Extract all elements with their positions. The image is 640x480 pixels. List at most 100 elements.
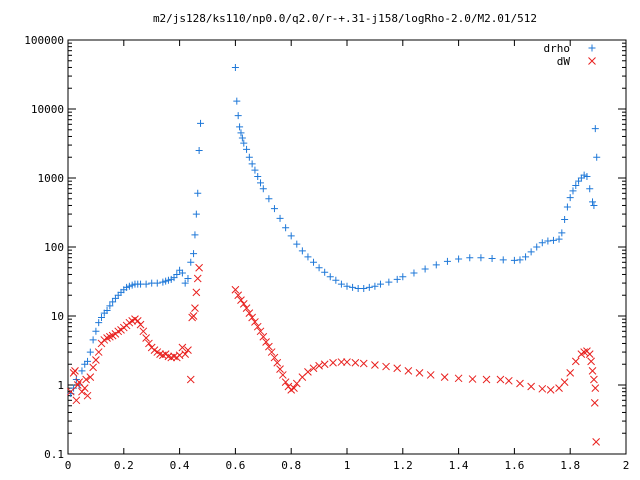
data-point-dW: [251, 318, 259, 326]
data-point-dW: [245, 309, 254, 317]
data-point-drho: [95, 319, 103, 327]
x-tick-label: 0: [65, 459, 72, 472]
data-point-dW: [440, 373, 449, 381]
y-tick-label: 100: [44, 241, 64, 254]
data-point-dW: [142, 334, 150, 342]
data-point-drho: [421, 265, 429, 273]
data-point-drho: [194, 189, 202, 197]
x-tick-label: 1.2: [393, 459, 413, 472]
data-point-dW: [234, 291, 243, 300]
data-point-dW: [359, 359, 368, 368]
data-point-drho: [321, 268, 329, 276]
legend-marker-drho: [588, 44, 596, 52]
y-tick-label: 1: [57, 379, 64, 392]
data-point-drho: [590, 201, 598, 209]
data-point-dW: [590, 375, 598, 384]
data-point-dW: [253, 322, 262, 331]
data-point-dW: [83, 391, 92, 400]
data-point-drho: [276, 214, 284, 222]
data-point-drho: [466, 254, 474, 262]
data-point-dW: [571, 357, 580, 366]
y-tick-label: 1000: [38, 172, 65, 185]
data-point-drho: [432, 261, 440, 269]
data-point-dW: [270, 353, 279, 362]
data-point-drho: [298, 247, 306, 255]
data-point-dW: [315, 361, 323, 370]
data-point-drho: [282, 224, 290, 232]
data-point-dW: [329, 358, 337, 367]
x-tick-label: 2: [623, 459, 630, 472]
data-point-drho: [332, 276, 340, 284]
data-point-dW: [184, 346, 192, 354]
data-point-dW: [133, 317, 142, 325]
data-point-dW: [393, 364, 402, 373]
data-point-dW: [136, 320, 145, 329]
data-point-dW: [265, 342, 273, 351]
data-point-drho: [337, 280, 345, 288]
data-point-dW: [278, 371, 287, 379]
data-point-drho: [153, 279, 161, 287]
data-point-drho: [234, 112, 242, 120]
data-point-dW: [546, 386, 555, 394]
data-point-drho: [257, 179, 265, 187]
data-point-dW: [189, 312, 198, 320]
data-point-dW: [415, 368, 424, 377]
data-point-drho: [240, 139, 248, 147]
data-point-dW: [242, 304, 251, 312]
data-point-drho: [310, 258, 318, 266]
data-point-dW: [145, 339, 153, 348]
data-point-dW: [560, 378, 569, 386]
data-point-drho: [181, 279, 189, 287]
plot-frame: [67, 39, 627, 455]
data-point-dW: [580, 348, 589, 356]
data-point-dW: [231, 285, 240, 294]
data-point-dW: [454, 374, 463, 383]
data-point-dW: [139, 327, 148, 336]
data-point-dW: [267, 348, 276, 356]
data-point-dW: [273, 358, 282, 367]
data-point-drho: [586, 185, 594, 193]
data-point-drho: [259, 185, 267, 193]
data-point-drho: [593, 153, 601, 161]
data-point-dW: [527, 382, 535, 391]
data-point-dW: [590, 399, 599, 407]
data-point-drho: [248, 160, 256, 168]
data-point-drho: [410, 269, 418, 277]
data-point-dW: [239, 299, 248, 308]
data-point-drho: [191, 231, 199, 239]
data-point-drho: [343, 282, 351, 290]
data-point-drho: [591, 125, 599, 133]
x-tick-label: 0.2: [114, 459, 134, 472]
data-point-drho: [563, 203, 571, 211]
series-layer: [66, 63, 601, 446]
data-point-drho: [195, 147, 203, 155]
data-point-drho: [270, 205, 278, 213]
y-tick-label: 10000: [31, 103, 64, 116]
data-point-dW: [588, 367, 597, 375]
data-point-drho: [184, 274, 192, 282]
data-point-dW: [292, 379, 301, 388]
data-point-drho: [315, 264, 323, 272]
data-point-drho: [233, 97, 241, 105]
data-point-dW: [256, 327, 265, 336]
data-point-dW: [592, 437, 601, 446]
data-point-drho: [70, 384, 78, 392]
data-point-drho: [173, 270, 181, 278]
data-point-drho: [245, 153, 253, 161]
data-point-drho: [558, 229, 566, 237]
data-point-dW: [195, 263, 203, 272]
data-point-drho: [86, 348, 94, 356]
data-point-dW: [382, 362, 390, 371]
data-point-drho: [265, 195, 273, 203]
data-point-drho: [84, 357, 92, 365]
data-point-dW: [181, 350, 190, 358]
data-point-drho: [499, 256, 507, 264]
data-point-drho: [365, 283, 373, 291]
data-point-dW: [192, 288, 201, 297]
data-point-drho: [572, 181, 580, 189]
data-point-dW: [585, 350, 594, 358]
data-point-drho: [190, 250, 198, 258]
data-point-drho: [187, 258, 195, 266]
data-point-drho: [106, 302, 114, 310]
